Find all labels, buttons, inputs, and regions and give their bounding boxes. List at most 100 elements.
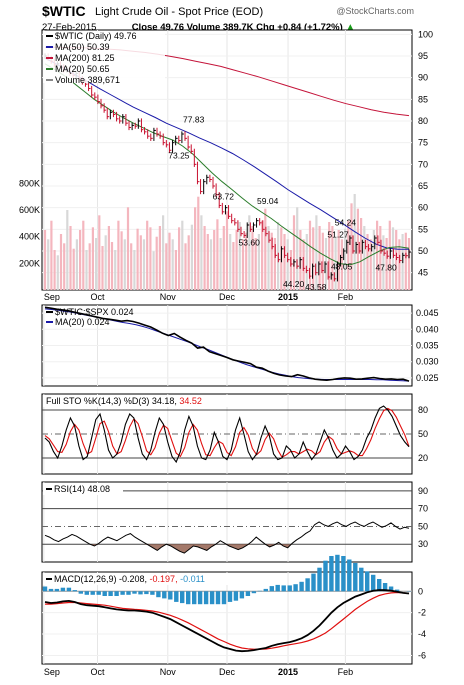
volume-tick: 800K	[19, 178, 40, 188]
price-legend-item: MA(20) 50.65	[55, 64, 110, 74]
price-y-tick: 60	[418, 203, 428, 213]
macd-histogram-bar	[78, 591, 83, 594]
macd-histogram-bar	[144, 591, 149, 595]
macd-histogram-bar	[257, 590, 262, 592]
volume-bar	[222, 226, 225, 290]
macd-histogram-bar	[227, 591, 233, 602]
macd-histogram-bar	[233, 591, 239, 601]
macd-histogram-bar	[72, 590, 77, 592]
volume-bar	[363, 226, 366, 290]
macd-histogram-bar	[275, 584, 280, 592]
volume-bar	[296, 207, 299, 290]
volume-bar	[238, 222, 241, 290]
volume-bar	[391, 227, 395, 290]
volume-bar	[331, 226, 334, 290]
volume-bar	[63, 243, 66, 290]
volume-bar	[286, 239, 289, 290]
macd-legend: MACD(12,26,9) -0.208, -0.197, -0.011	[54, 574, 205, 584]
volume-bar	[340, 239, 343, 290]
rsi-y-tick: 50	[418, 521, 428, 531]
ratio-y-tick: 0.025	[416, 373, 439, 383]
stochastic-y-tick: 50	[418, 429, 428, 439]
macd-legend-bg	[43, 573, 249, 585]
price-annotation: 47.80	[375, 263, 397, 273]
volume-bar	[251, 226, 254, 290]
macd-histogram-bar	[102, 591, 107, 596]
volume-bar	[146, 220, 149, 290]
volume-bar	[69, 226, 72, 290]
macd-histogram-bar	[114, 591, 119, 596]
volume-bar	[178, 227, 181, 290]
volume-bar	[203, 226, 206, 290]
volume-bar	[366, 234, 369, 290]
volume-bar	[120, 231, 123, 290]
macd-x-label: Nov	[160, 667, 177, 677]
macd-histogram-bar	[168, 591, 173, 600]
volume-bar	[66, 210, 69, 290]
price-annotation: 51.27	[327, 229, 349, 239]
macd-histogram-bar	[269, 586, 274, 592]
rsi-y-tick: 90	[418, 486, 428, 496]
stochastic-legend-bg	[43, 395, 281, 407]
price-annotation: 77.83	[183, 114, 205, 124]
volume-bar	[152, 251, 155, 290]
price-legend-item: $WTIC (Daily) 49.76	[55, 31, 137, 41]
volume-bar	[229, 234, 232, 290]
volume-bar	[328, 222, 331, 290]
volume-bar	[104, 235, 107, 290]
macd-line	[44, 589, 410, 653]
macd-x-label: Sep	[44, 667, 60, 677]
volume-bar	[283, 234, 286, 290]
volume-bar	[219, 238, 222, 290]
macd-histogram-bar	[311, 573, 316, 592]
volume-bar	[248, 215, 251, 290]
ma50-line	[44, 57, 409, 250]
macd-histogram-bar	[287, 585, 292, 592]
volume-bar	[321, 232, 324, 290]
volume-bar	[171, 239, 174, 290]
volume-bar	[95, 238, 98, 290]
price-annotation: 73.25	[168, 150, 190, 160]
volume-value: 389.7K	[222, 22, 254, 33]
macd-histogram-bar	[209, 591, 215, 605]
volume-bar	[379, 226, 382, 290]
ratio-y-tick: 0.040	[416, 324, 439, 334]
volume-bar	[123, 239, 126, 290]
volume-bar	[356, 208, 359, 290]
price-x-label: Oct	[90, 292, 105, 302]
volume-bar	[114, 250, 117, 290]
volume-bar	[241, 239, 245, 290]
change-value: +0.84 (+1.72%)	[277, 22, 343, 33]
volume-bar	[158, 226, 161, 290]
volume-bar	[350, 203, 353, 290]
ratio-legend-item: $WTIC:$SPX 0.024	[55, 307, 134, 317]
macd-histogram-bar	[365, 571, 370, 592]
macd-legend-macd: MACD(12,26,9) -0.208,	[54, 574, 150, 584]
volume-bar	[56, 255, 59, 290]
volume-bar	[75, 239, 78, 290]
ratio-line	[44, 306, 410, 382]
macd-histogram-bar	[66, 587, 72, 592]
price-x-label: Dec	[219, 292, 236, 302]
volume-bar	[261, 220, 264, 290]
volume-bar	[407, 238, 411, 290]
macd-histogram-bar	[54, 588, 60, 592]
macd-histogram-bar	[180, 591, 185, 604]
volume-bar	[187, 235, 190, 290]
rsi-legend-bg	[43, 483, 123, 495]
price-y-tick: 95	[418, 51, 428, 61]
macd-histogram-bar	[203, 591, 209, 605]
ratio-y-tick: 0.030	[416, 357, 439, 367]
volume-bar	[385, 238, 388, 290]
close-value: 49.76	[160, 22, 184, 33]
macd-histogram-bar	[329, 556, 334, 592]
ratio-legend-item: MA(20) 0.024	[55, 317, 110, 327]
volume-bar	[72, 248, 75, 290]
volume-bar	[360, 218, 363, 290]
volume-bar	[369, 239, 372, 290]
macd-y-tick: -6	[418, 650, 426, 660]
macd-histogram-bar	[120, 591, 125, 595]
volume-bar	[165, 243, 168, 290]
macd-histogram-bar	[388, 586, 394, 592]
